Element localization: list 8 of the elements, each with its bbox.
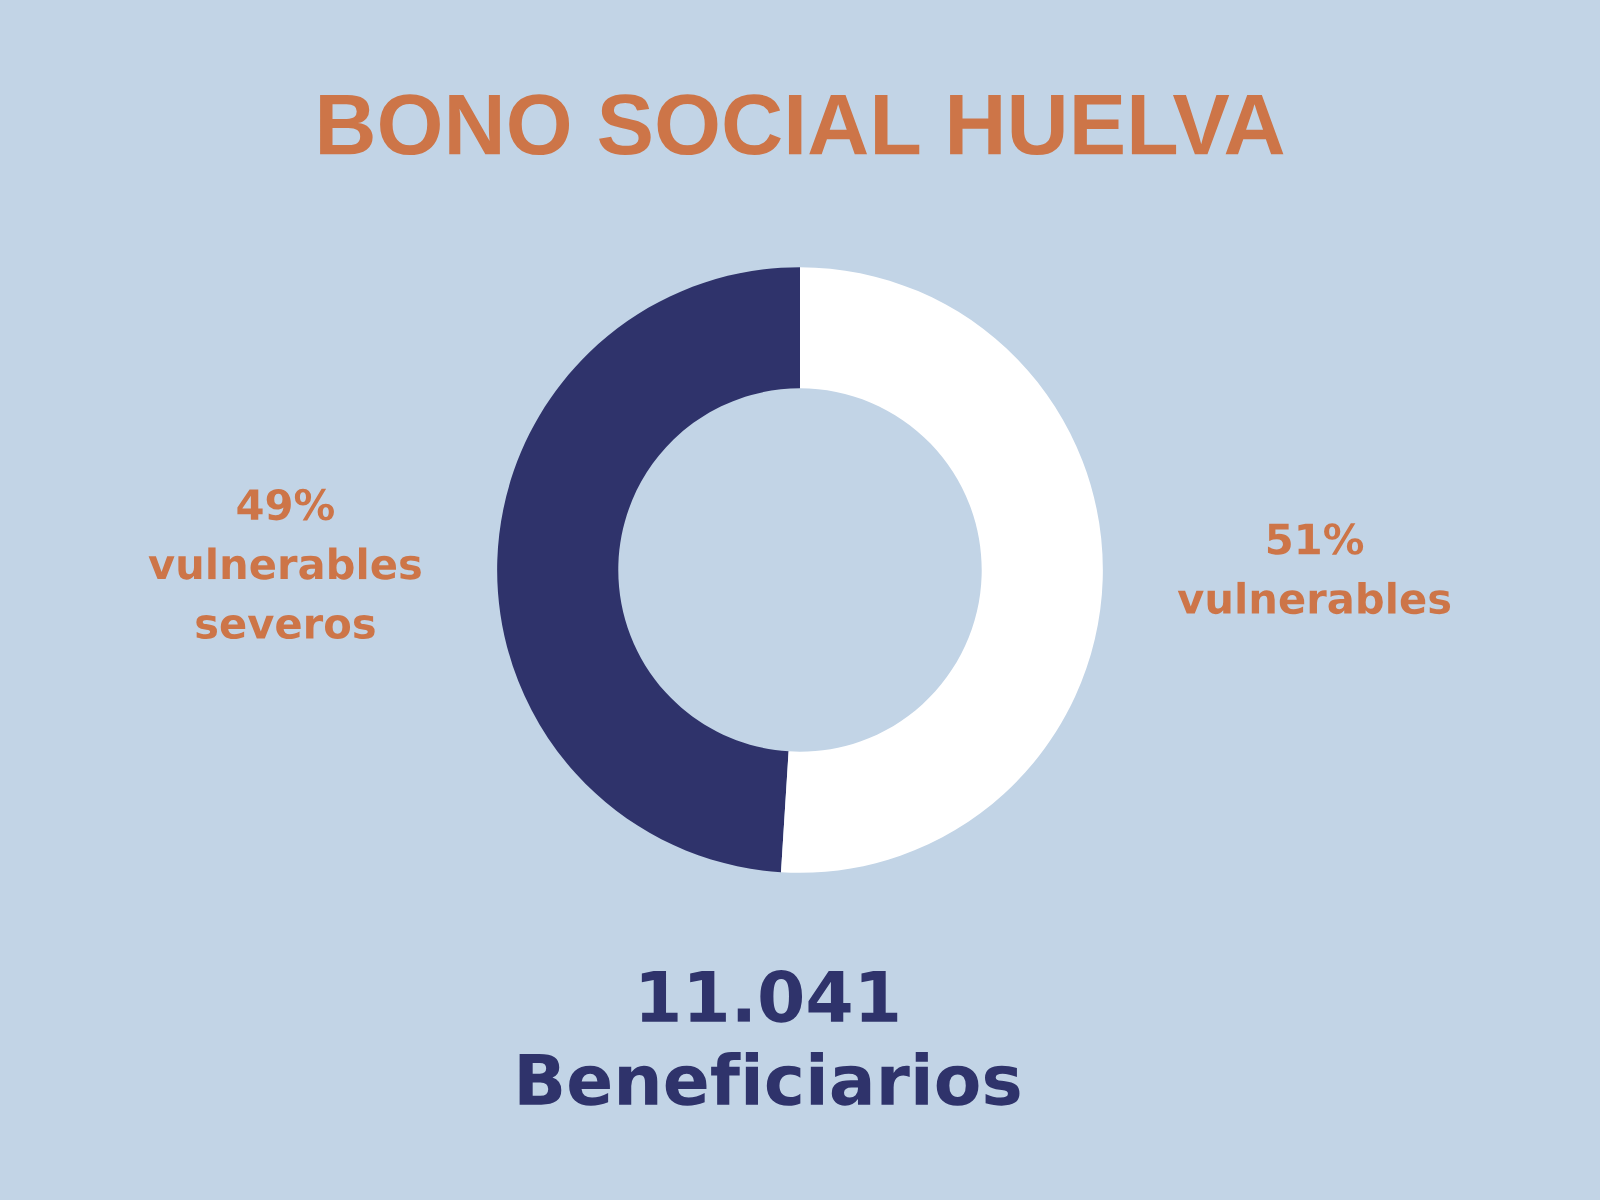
donut-slice bbox=[780, 267, 1103, 873]
slice-label: vulnerables bbox=[1177, 581, 1451, 615]
donut-slice bbox=[497, 267, 800, 873]
text: 11.041 Beneficiarios bbox=[519, 970, 1020, 1106]
data-label: 51% bbox=[1267, 523, 1364, 555]
data-label: 49% bbox=[237, 488, 334, 521]
chart-title: BONO SOCIAL HUELVA bbox=[320, 94, 1284, 156]
slice-label: vulnerables severos bbox=[148, 547, 421, 640]
